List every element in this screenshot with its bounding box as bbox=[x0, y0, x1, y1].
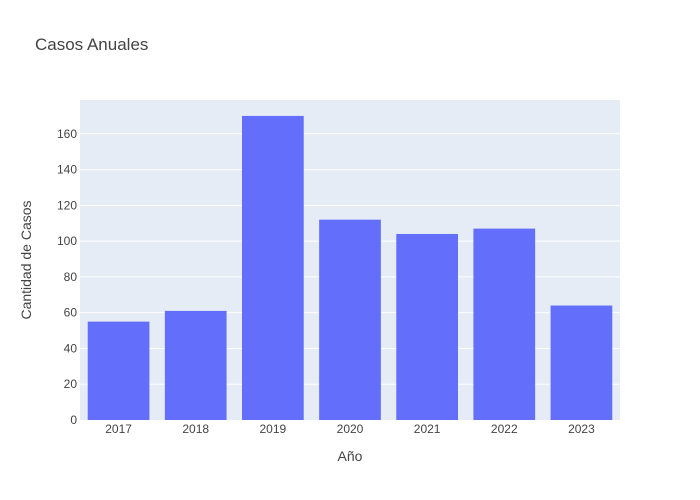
x-tick-label: 2023 bbox=[568, 422, 595, 436]
x-tick-label: 2022 bbox=[491, 422, 518, 436]
bar-2018 bbox=[164, 310, 227, 420]
bar-2019 bbox=[242, 115, 304, 421]
x-tick-label: 2020 bbox=[337, 422, 364, 436]
y-axis-label: Cantidad de Casos bbox=[18, 200, 34, 319]
y-tick-label: 80 bbox=[64, 270, 78, 284]
y-tick-label: 140 bbox=[57, 163, 77, 177]
y-axis-ticks: 0 20 40 60 80 100 120 140 160 bbox=[57, 127, 77, 427]
bar-2021 bbox=[396, 233, 458, 420]
y-tick-label: 40 bbox=[64, 341, 78, 355]
y-tick-label: 60 bbox=[64, 306, 78, 320]
x-tick-label: 2019 bbox=[260, 422, 287, 436]
x-tick-label: 2021 bbox=[414, 422, 441, 436]
bar-2023 bbox=[550, 305, 613, 420]
y-tick-label: 20 bbox=[64, 377, 78, 391]
x-tick-label: 2017 bbox=[105, 422, 132, 436]
x-tick-label: 2018 bbox=[182, 422, 209, 436]
chart-title: Casos Anuales bbox=[35, 35, 148, 54]
bar-2020 bbox=[319, 219, 381, 420]
y-tick-label: 0 bbox=[70, 413, 77, 427]
bar-2022 bbox=[473, 228, 536, 420]
x-axis-ticks: 2017 2018 2019 2020 2021 2022 2023 bbox=[105, 422, 595, 436]
bar-2017 bbox=[87, 321, 150, 420]
y-tick-label: 160 bbox=[57, 127, 77, 141]
y-tick-label: 100 bbox=[57, 234, 77, 248]
bars bbox=[87, 115, 613, 421]
y-tick-label: 120 bbox=[57, 198, 77, 212]
x-axis-label: Año bbox=[338, 448, 363, 464]
